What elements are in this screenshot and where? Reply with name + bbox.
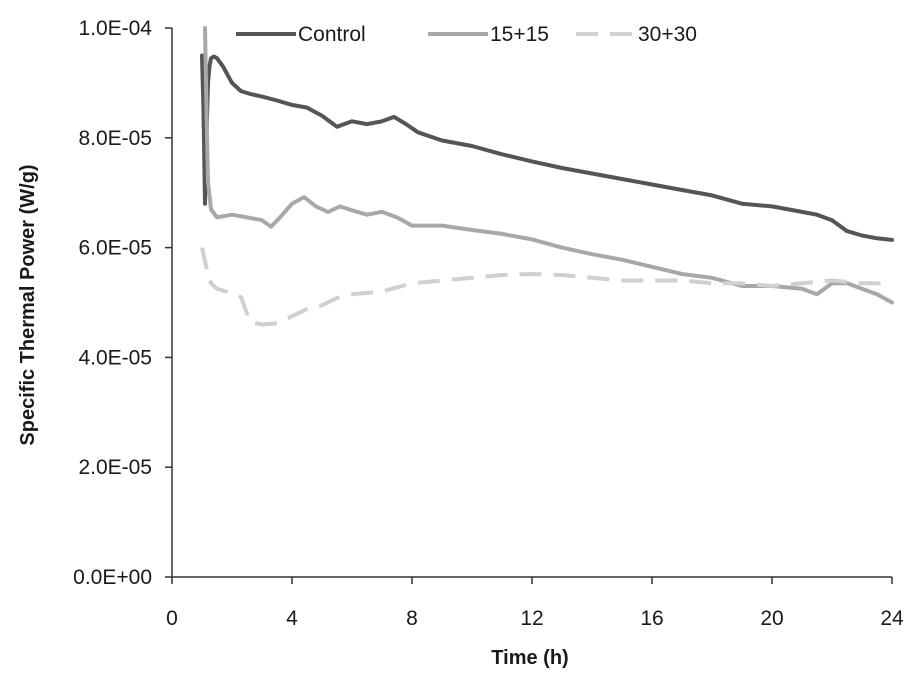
x-axis-title: Time (h) [491, 647, 568, 669]
y-tick-label: 1.0E-04 [78, 17, 152, 40]
legend: Control 15+15 30+30 [236, 23, 697, 46]
legend-label-0: Control [298, 23, 366, 46]
x-tick-label: 16 [640, 607, 663, 630]
x-tick-label: 4 [286, 607, 298, 630]
series-line-0 [200, 53, 894, 242]
x-tick-label: 24 [880, 607, 904, 630]
plot-lines [200, 26, 894, 327]
legend-label-2: 30+30 [638, 23, 697, 46]
y-tick-label: 0.0E+00 [73, 566, 152, 589]
y-axis-title: Specific Thermal Power (W/g) [17, 164, 39, 445]
series-line-1 [203, 26, 894, 305]
y-tick-label: 4.0E-05 [78, 346, 152, 369]
legend-label-1: 15+15 [490, 23, 549, 46]
y-tick-label: 8.0E-05 [78, 127, 152, 150]
x-tick-label: 8 [406, 607, 418, 630]
series-line-2 [200, 247, 892, 327]
y-tick-label: 6.0E-05 [78, 237, 152, 260]
x-tick-label: 0 [166, 607, 178, 630]
x-tick-label: 12 [520, 607, 543, 630]
ticks: 0 4 8 12 16 20 24 0.0E+00 2.0E-05 4.0E-05 6.0E-05 8… [73, 17, 904, 630]
axes [171, 28, 892, 578]
x-tick-label: 20 [760, 607, 783, 630]
y-tick-label: 2.0E-05 [78, 456, 152, 479]
